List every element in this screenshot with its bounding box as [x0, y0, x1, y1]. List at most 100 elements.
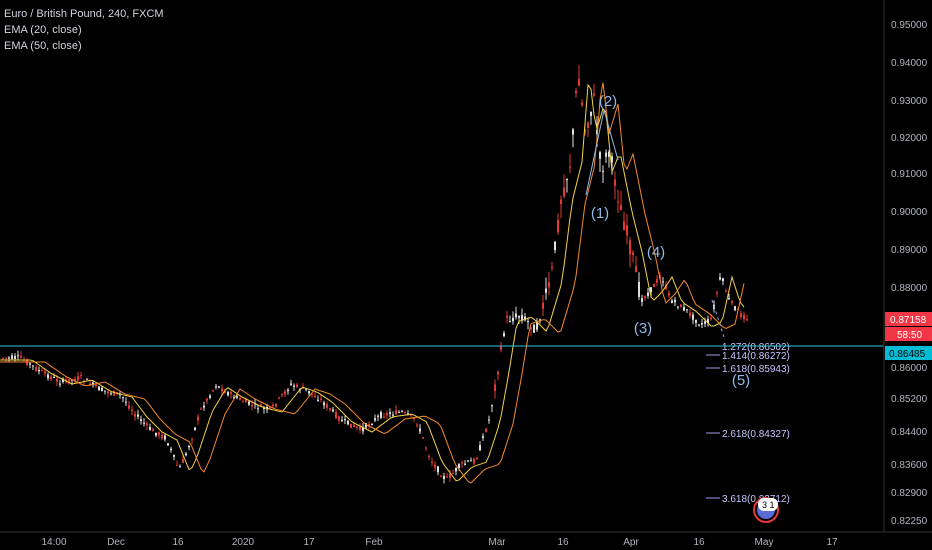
price-tick-label: 0.95000: [891, 20, 928, 31]
candle: [434, 461, 436, 471]
last-price-tag: [885, 312, 932, 326]
candle: [524, 312, 526, 322]
candle: [32, 365, 34, 370]
candle: [170, 446, 172, 453]
candle: [161, 431, 163, 441]
candle: [605, 149, 607, 163]
candle: [38, 366, 40, 375]
candle: [431, 457, 433, 467]
candle: [155, 432, 157, 438]
candle: [188, 444, 190, 451]
time-tick-label: 16: [557, 537, 569, 548]
candle: [593, 83, 595, 98]
candle: [491, 404, 493, 413]
candle: [662, 277, 664, 287]
candles: [2, 64, 748, 484]
svg-text:3 1: 3 1: [762, 500, 775, 510]
candle: [542, 295, 544, 316]
candle: [566, 178, 568, 193]
candle: [29, 362, 31, 369]
candle: [305, 388, 307, 392]
candle: [377, 414, 379, 422]
price-tick-label: 0.84400: [891, 427, 928, 438]
wave-label: (2): [599, 93, 617, 110]
candle: [578, 64, 580, 86]
candle: [551, 261, 553, 272]
candle: [467, 459, 469, 463]
candle: [485, 428, 487, 433]
candle: [143, 418, 145, 427]
candle: [113, 390, 115, 396]
candle: [233, 394, 235, 399]
price-tick-label: 0.91000: [891, 169, 928, 180]
candle: [194, 427, 196, 431]
candle: [125, 397, 127, 406]
candle: [686, 309, 688, 314]
fib-level-label: 1.272(0.86502): [722, 342, 790, 353]
candle: [197, 413, 199, 425]
wave-line: [585, 109, 619, 196]
candle: [98, 385, 100, 391]
candle: [698, 323, 700, 327]
candle: [512, 311, 514, 325]
candle: [557, 213, 559, 235]
candle: [293, 383, 295, 391]
candle: [350, 423, 352, 429]
candle: [257, 405, 259, 414]
candle: [455, 467, 457, 476]
candle: [200, 407, 202, 410]
hline-price-tag: [885, 346, 932, 360]
candle: [326, 401, 328, 411]
fib-trend-line: [711, 299, 726, 341]
candle: [554, 241, 556, 254]
candle: [380, 410, 382, 420]
event-marker-icon[interactable]: 3 1: [753, 497, 779, 523]
candle: [620, 190, 622, 211]
candle: [470, 457, 472, 462]
candle: [164, 433, 166, 442]
candle: [536, 318, 538, 332]
candle: [671, 298, 673, 304]
candle: [242, 399, 244, 403]
candle: [500, 341, 502, 353]
candle: [335, 409, 337, 420]
candle: [185, 452, 187, 457]
candle: [173, 454, 175, 461]
ema50-legend[interactable]: EMA (50, close): [4, 40, 82, 52]
candle: [503, 330, 505, 338]
candle: [422, 436, 424, 440]
candle: [680, 304, 682, 308]
symbol-title[interactable]: Euro / British Pound, 240, FXCM: [4, 8, 164, 20]
candle: [317, 395, 319, 402]
elliott-wave-labels: (1) (2) (3) (4) (5): [585, 93, 750, 389]
candle: [20, 351, 22, 359]
candle: [245, 397, 247, 403]
candle: [62, 377, 64, 384]
candle: [437, 465, 439, 476]
ema20-line: [0, 83, 745, 482]
last-price-label: 0.87158: [890, 315, 927, 326]
candle: [614, 171, 616, 200]
candle: [101, 385, 103, 392]
candle: [746, 314, 748, 322]
candle: [386, 410, 388, 420]
candle: [209, 394, 211, 400]
time-tick-label: May: [755, 537, 774, 548]
candle: [545, 277, 547, 300]
time-tick-label: Feb: [365, 537, 383, 548]
candle: [368, 421, 370, 430]
ema50-line: [0, 82, 745, 484]
candle: [146, 421, 148, 430]
candle: [401, 409, 403, 413]
candle: [626, 214, 628, 245]
candle: [278, 396, 280, 400]
candle: [692, 312, 694, 325]
candle: [413, 417, 415, 422]
ema20-legend[interactable]: EMA (20, close): [4, 24, 82, 36]
candle: [530, 327, 532, 336]
candle: [443, 472, 445, 484]
candle: [656, 275, 658, 286]
candle: [371, 423, 373, 426]
candle: [452, 469, 454, 474]
